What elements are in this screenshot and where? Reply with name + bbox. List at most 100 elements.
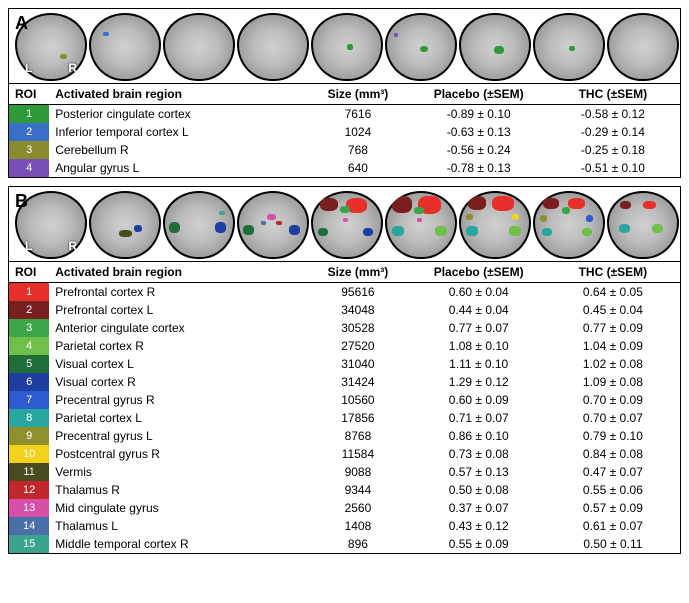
roi-swatch: 9 bbox=[9, 427, 49, 445]
col-size: Size (mm³) bbox=[304, 262, 411, 283]
placebo-value: 0.50 ± 0.08 bbox=[412, 481, 546, 499]
col-roi: ROI bbox=[9, 262, 49, 283]
thc-value: 1.04 ± 0.09 bbox=[546, 337, 680, 355]
activation-blob bbox=[119, 230, 132, 237]
region-name: Angular gyrus L bbox=[49, 159, 304, 177]
placebo-value: 0.71 ± 0.07 bbox=[412, 409, 546, 427]
thc-value: 0.84 ± 0.08 bbox=[546, 445, 680, 463]
thc-value: 0.70 ± 0.09 bbox=[546, 391, 680, 409]
thc-value: 0.64 ± 0.05 bbox=[546, 283, 680, 302]
region-name: Thalamus L bbox=[49, 517, 304, 535]
brain-slice bbox=[237, 13, 309, 81]
thc-value: -0.29 ± 0.14 bbox=[546, 123, 680, 141]
activation-blob bbox=[619, 224, 631, 234]
activation-blob bbox=[468, 196, 487, 210]
hemisphere-label-l: L bbox=[25, 239, 32, 253]
hemisphere-label-r: R bbox=[68, 61, 77, 75]
brain-slice bbox=[237, 191, 309, 259]
roi-swatch: 13 bbox=[9, 499, 49, 517]
placebo-value: -0.89 ± 0.10 bbox=[412, 105, 546, 124]
size-value: 17856 bbox=[304, 409, 411, 427]
thc-value: -0.58 ± 0.12 bbox=[546, 105, 680, 124]
activation-blob bbox=[435, 226, 447, 236]
activation-blob bbox=[103, 32, 109, 36]
region-name: Mid cingulate gyrus bbox=[49, 499, 304, 517]
brain-slice bbox=[385, 191, 457, 259]
region-name: Cerebellum R bbox=[49, 141, 304, 159]
col-placebo: Placebo (±SEM) bbox=[412, 84, 546, 105]
region-name: Thalamus R bbox=[49, 481, 304, 499]
table-row: 15Middle temporal cortex R8960.55 ± 0.09… bbox=[9, 535, 680, 553]
activation-blob bbox=[276, 221, 282, 225]
brain-slice bbox=[163, 13, 235, 81]
activation-blob bbox=[392, 226, 404, 236]
placebo-value: 0.44 ± 0.04 bbox=[412, 301, 546, 319]
size-value: 11584 bbox=[304, 445, 411, 463]
col-size: Size (mm³) bbox=[304, 84, 411, 105]
brain-slice bbox=[311, 191, 383, 259]
roi-swatch: 7 bbox=[9, 391, 49, 409]
activation-blob bbox=[392, 196, 412, 212]
region-name: Parietal cortex L bbox=[49, 409, 304, 427]
panel-a-label: A bbox=[15, 13, 28, 34]
panel-b: B LR ROI Activated brain region Size (mm… bbox=[8, 186, 681, 554]
col-region: Activated brain region bbox=[49, 84, 304, 105]
size-value: 1408 bbox=[304, 517, 411, 535]
roi-swatch: 12 bbox=[9, 481, 49, 499]
region-name: Prefrontal cortex R bbox=[49, 283, 304, 302]
table-row: 5Visual cortex L310401.11 ± 0.101.02 ± 0… bbox=[9, 355, 680, 373]
activation-blob bbox=[289, 225, 301, 235]
region-name: Inferior temporal cortex L bbox=[49, 123, 304, 141]
size-value: 7616 bbox=[304, 105, 411, 124]
table-row: 11Vermis90880.57 ± 0.130.47 ± 0.07 bbox=[9, 463, 680, 481]
roi-swatch: 2 bbox=[9, 301, 49, 319]
table-row: 1Posterior cingulate cortex7616-0.89 ± 0… bbox=[9, 105, 680, 124]
activation-blob bbox=[643, 201, 656, 209]
placebo-value: 1.08 ± 0.10 bbox=[412, 337, 546, 355]
roi-swatch: 3 bbox=[9, 141, 49, 159]
activation-blob bbox=[582, 228, 592, 236]
activation-blob bbox=[243, 225, 255, 235]
thc-value: 0.50 ± 0.11 bbox=[546, 535, 680, 553]
activation-blob bbox=[466, 226, 478, 236]
table-row: 10Postcentral gyrus R115840.73 ± 0.080.8… bbox=[9, 445, 680, 463]
region-name: Prefrontal cortex L bbox=[49, 301, 304, 319]
brain-slice bbox=[385, 13, 457, 81]
roi-swatch: 6 bbox=[9, 373, 49, 391]
panel-a: A LR ROI Activated brain region Size (mm… bbox=[8, 8, 681, 178]
size-value: 9088 bbox=[304, 463, 411, 481]
thc-value: -0.25 ± 0.18 bbox=[546, 141, 680, 159]
roi-swatch: 5 bbox=[9, 355, 49, 373]
placebo-value: 0.43 ± 0.12 bbox=[412, 517, 546, 535]
thc-value: -0.51 ± 0.10 bbox=[546, 159, 680, 177]
roi-swatch: 15 bbox=[9, 535, 49, 553]
table-row: 2Inferior temporal cortex L1024-0.63 ± 0… bbox=[9, 123, 680, 141]
thc-value: 0.55 ± 0.06 bbox=[546, 481, 680, 499]
size-value: 896 bbox=[304, 535, 411, 553]
panel-b-label: B bbox=[15, 191, 28, 212]
col-thc: THC (±SEM) bbox=[546, 84, 680, 105]
placebo-value: 0.37 ± 0.07 bbox=[412, 499, 546, 517]
roi-swatch: 3 bbox=[9, 319, 49, 337]
table-row: 2Prefrontal cortex L340480.44 ± 0.040.45… bbox=[9, 301, 680, 319]
table-header-row: ROI Activated brain region Size (mm³) Pl… bbox=[9, 262, 680, 283]
activation-blob bbox=[320, 198, 339, 212]
activation-blob bbox=[215, 222, 227, 233]
table-row: 4Parietal cortex R275201.08 ± 0.101.04 ±… bbox=[9, 337, 680, 355]
table-row: 3Cerebellum R768-0.56 ± 0.24-0.25 ± 0.18 bbox=[9, 141, 680, 159]
table-row: 14Thalamus L14080.43 ± 0.120.61 ± 0.07 bbox=[9, 517, 680, 535]
roi-swatch: 4 bbox=[9, 337, 49, 355]
size-value: 95616 bbox=[304, 283, 411, 302]
placebo-value: 1.29 ± 0.12 bbox=[412, 373, 546, 391]
size-value: 31424 bbox=[304, 373, 411, 391]
activation-blob bbox=[562, 207, 571, 214]
activation-blob bbox=[652, 224, 664, 234]
roi-swatch: 10 bbox=[9, 445, 49, 463]
thc-value: 0.45 ± 0.04 bbox=[546, 301, 680, 319]
brain-slice bbox=[89, 13, 161, 81]
panel-b-slices: LR bbox=[9, 187, 680, 261]
activation-blob bbox=[134, 225, 143, 232]
brain-slice bbox=[533, 13, 605, 81]
size-value: 34048 bbox=[304, 301, 411, 319]
region-name: Precentral gyrus L bbox=[49, 427, 304, 445]
